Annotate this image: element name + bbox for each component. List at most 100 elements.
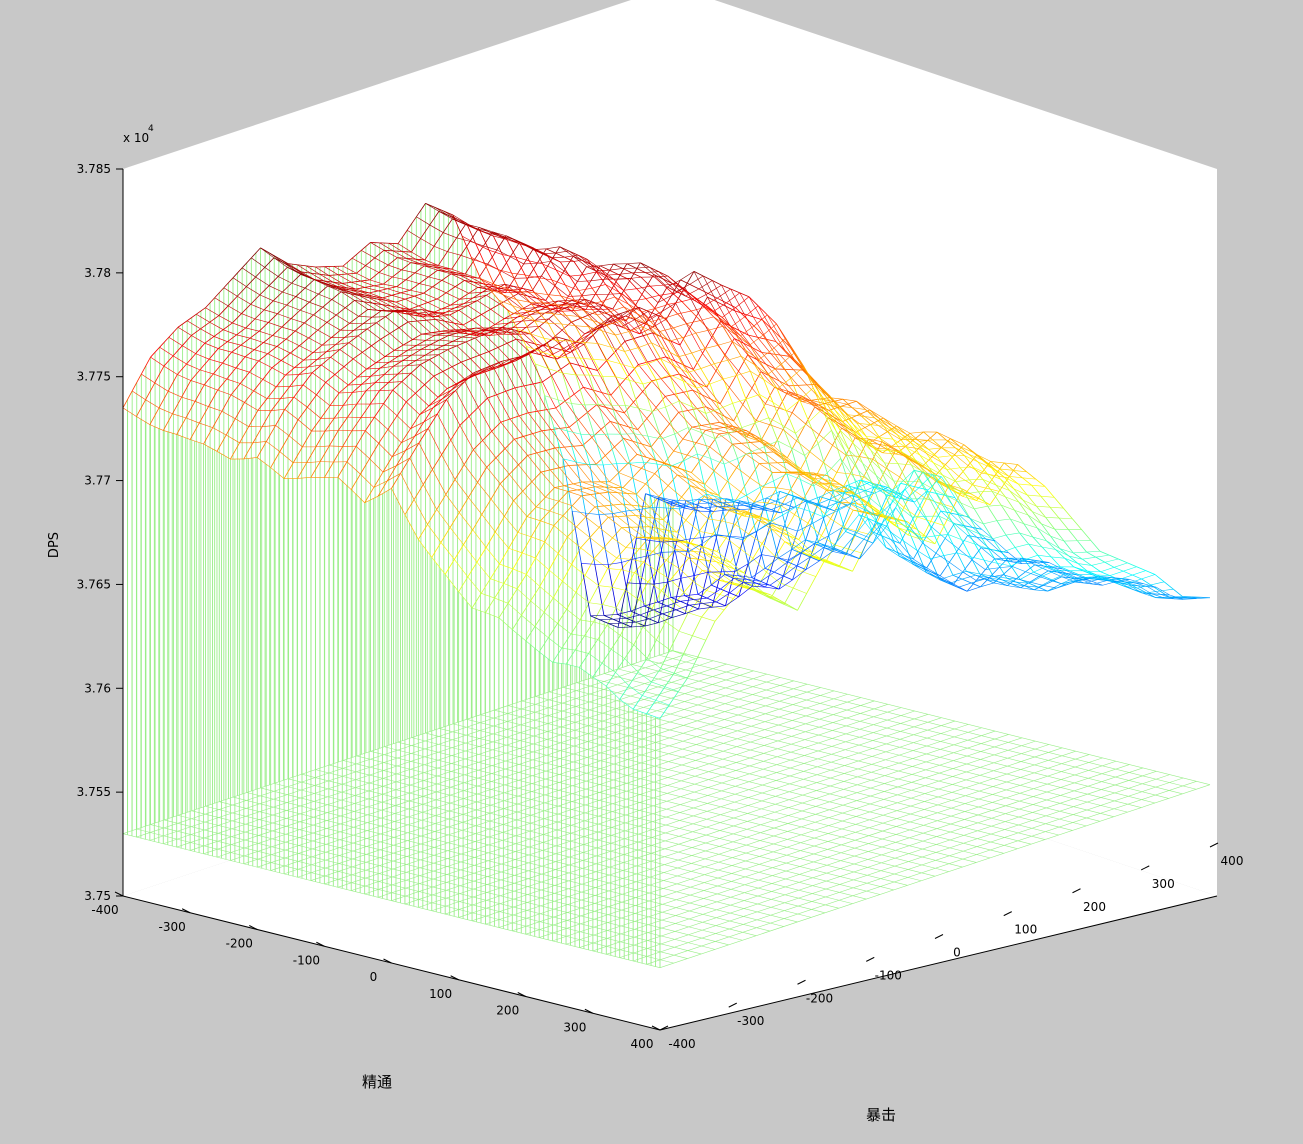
surface-mesh-line <box>697 601 711 607</box>
surface-mesh-line <box>675 604 690 611</box>
surface-mesh-line <box>796 565 807 571</box>
surface-mesh-line <box>312 344 323 353</box>
surface-mesh-line <box>704 348 715 364</box>
surface-mesh-line <box>528 246 543 254</box>
surface-mesh-line <box>854 534 865 540</box>
surface-mesh-line <box>1027 494 1037 507</box>
surface-mesh-line <box>802 548 813 554</box>
surface-mesh-line <box>1024 559 1034 573</box>
surface-mesh-line <box>584 404 595 436</box>
surface-mesh-line <box>673 323 687 329</box>
surface-mesh-line <box>936 493 946 496</box>
surface-mesh-line <box>583 310 598 316</box>
surface-mesh-line <box>878 417 893 427</box>
surface-mesh-line <box>672 466 687 479</box>
surface-mesh-line <box>1008 476 1019 485</box>
surface-mesh-line <box>908 508 919 527</box>
surface-mesh-line <box>771 349 782 365</box>
surface-mesh-line <box>656 639 670 651</box>
surface-mesh-line <box>590 305 604 307</box>
surface-mesh-line <box>630 605 645 612</box>
surface-mesh-line <box>1029 582 1039 588</box>
surface-mesh-line <box>1142 592 1152 595</box>
surface-mesh-line <box>612 504 627 517</box>
surface-mesh-line <box>637 418 648 430</box>
surface-mesh-line <box>886 468 900 478</box>
surface-mesh-line <box>733 494 747 503</box>
surface-mesh-line <box>619 384 634 403</box>
surface-mesh-line <box>304 287 319 295</box>
surface-mesh-line <box>624 412 638 430</box>
surface-mesh-line <box>364 294 378 300</box>
surface-mesh-line <box>590 278 605 282</box>
surface-mesh-line <box>594 302 609 315</box>
surface-mesh-line <box>445 286 456 294</box>
surface-mesh-line <box>458 305 469 311</box>
surface-mesh-line <box>482 431 492 441</box>
surface-mesh-line <box>227 295 238 307</box>
surface-mesh-line <box>586 259 597 273</box>
surface-mesh-line <box>943 505 957 513</box>
surface-mesh-line <box>752 585 766 588</box>
surface-mesh-line <box>355 430 366 447</box>
surface-mesh-line <box>597 404 608 435</box>
surface-mesh-line <box>145 399 160 409</box>
surface-mesh-line <box>306 446 317 463</box>
surface-mesh-line <box>626 614 641 619</box>
surface-mesh-line <box>205 307 220 316</box>
surface-mesh-line <box>432 469 447 495</box>
surface-mesh-line <box>687 601 698 613</box>
surface-mesh-line <box>1081 529 1092 541</box>
surface-mesh-line <box>1005 534 1016 548</box>
surface-mesh-line <box>267 346 278 354</box>
surface-mesh-line <box>555 250 569 254</box>
surface-mesh-line <box>140 356 151 375</box>
surface-mesh-line <box>436 399 447 415</box>
surface-mesh-line <box>625 589 639 600</box>
surface-mesh-line <box>354 300 369 310</box>
surface-mesh-line <box>593 558 608 569</box>
surface-mesh-line <box>598 310 613 324</box>
surface-mesh-line <box>713 363 724 380</box>
surface-mesh-line <box>778 557 788 563</box>
surface-mesh-line <box>738 575 752 578</box>
surface-mesh-line <box>917 563 932 573</box>
surface-mesh-line <box>771 328 782 339</box>
surface-mesh-line <box>462 235 476 244</box>
surface-mesh-line <box>552 313 563 325</box>
surface-mesh-line <box>1109 554 1119 560</box>
surface-mesh-line <box>664 313 678 319</box>
surface-mesh-line <box>713 316 728 327</box>
surface-mesh-line <box>268 285 283 293</box>
surface-mesh-line <box>563 485 578 491</box>
surface-mesh-line <box>504 448 519 466</box>
surface-mesh-line <box>734 338 744 344</box>
surface-mesh-line <box>705 621 716 641</box>
surface-mesh <box>122 202 1211 719</box>
surface-mesh-line <box>316 394 331 406</box>
surface-mesh-line <box>925 572 940 580</box>
surface-mesh-line <box>374 285 388 290</box>
surface-mesh-line <box>609 481 624 488</box>
surface-mesh-line <box>326 322 341 331</box>
surface-mesh-line <box>845 531 855 536</box>
surface-mesh-line <box>391 472 402 489</box>
surface-mesh-line <box>558 491 569 502</box>
surface-mesh-line <box>608 623 619 628</box>
surface-mesh-line <box>292 266 306 276</box>
surface-mesh-line <box>392 250 407 259</box>
surface-mesh-line <box>574 635 585 651</box>
surface-mesh-line <box>646 323 661 332</box>
surface-mesh-line <box>502 360 516 367</box>
surface-mesh-line <box>390 305 405 314</box>
surface-mesh-line <box>379 382 389 392</box>
surface-mesh-line <box>728 536 739 576</box>
surface-mesh-line <box>1019 532 1029 545</box>
surface-mesh-line <box>551 279 562 297</box>
surface-mesh-line <box>610 347 621 364</box>
surface-mesh-line <box>688 312 699 330</box>
surface-mesh-line <box>698 288 709 294</box>
surface-mesh-line <box>505 391 520 417</box>
surface-mesh-line <box>425 334 436 341</box>
surface-mesh-line <box>722 502 737 514</box>
